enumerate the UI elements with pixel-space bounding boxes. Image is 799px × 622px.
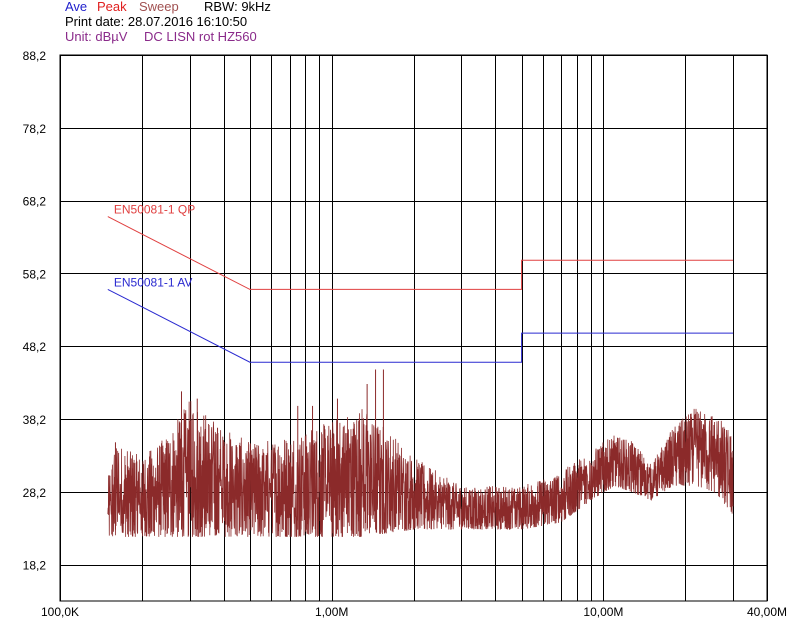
x-tick-label: 40,00M (747, 605, 787, 619)
y-axis-ticks: 88,2 78,2 68,2 58,2 48,2 38,2 28,2 18,2 (23, 49, 47, 573)
print-date: Print date: 28.07.2016 16:10:50 (65, 14, 248, 29)
y-tick-label: 48,2 (23, 340, 47, 354)
y-tick-label: 78,2 (23, 122, 47, 136)
rbw-label: RBW: 9kHz (204, 0, 271, 14)
legend-sweep: Sweep (139, 0, 179, 14)
sweep-trace-line (107, 401, 734, 538)
setup-label: DC LISN rot HZ560 (144, 29, 257, 44)
limit-label-av: EN50081-1 AV (114, 275, 193, 289)
y-tick-label: 88,2 (23, 49, 47, 63)
y-tick-label: 28,2 (23, 486, 47, 500)
y-tick-label: 58,2 (23, 267, 47, 281)
unit-label: Unit: dBµV (65, 29, 128, 44)
legend-ave: Ave (65, 0, 88, 14)
limit-line-av (107, 288, 734, 363)
x-tick-label: 10,00M (583, 605, 623, 619)
x-tick-label: 1,00M (315, 605, 348, 619)
sweep-trace (107, 369, 734, 538)
limit-line-qp (107, 216, 734, 290)
x-tick-label: 100,0K (41, 605, 79, 619)
y-tick-label: 68,2 (23, 195, 47, 209)
legend-peak: Peak (97, 0, 127, 14)
limit-lines: EN50081-1 QP EN50081-1 AV (107, 203, 734, 363)
y-tick-label: 18,2 (23, 559, 47, 573)
limit-label-qp: EN50081-1 QP (114, 203, 195, 217)
x-axis-ticks: 100,0K 1,00M 10,00M 40,00M (41, 605, 787, 619)
y-tick-label: 38,2 (23, 413, 47, 427)
